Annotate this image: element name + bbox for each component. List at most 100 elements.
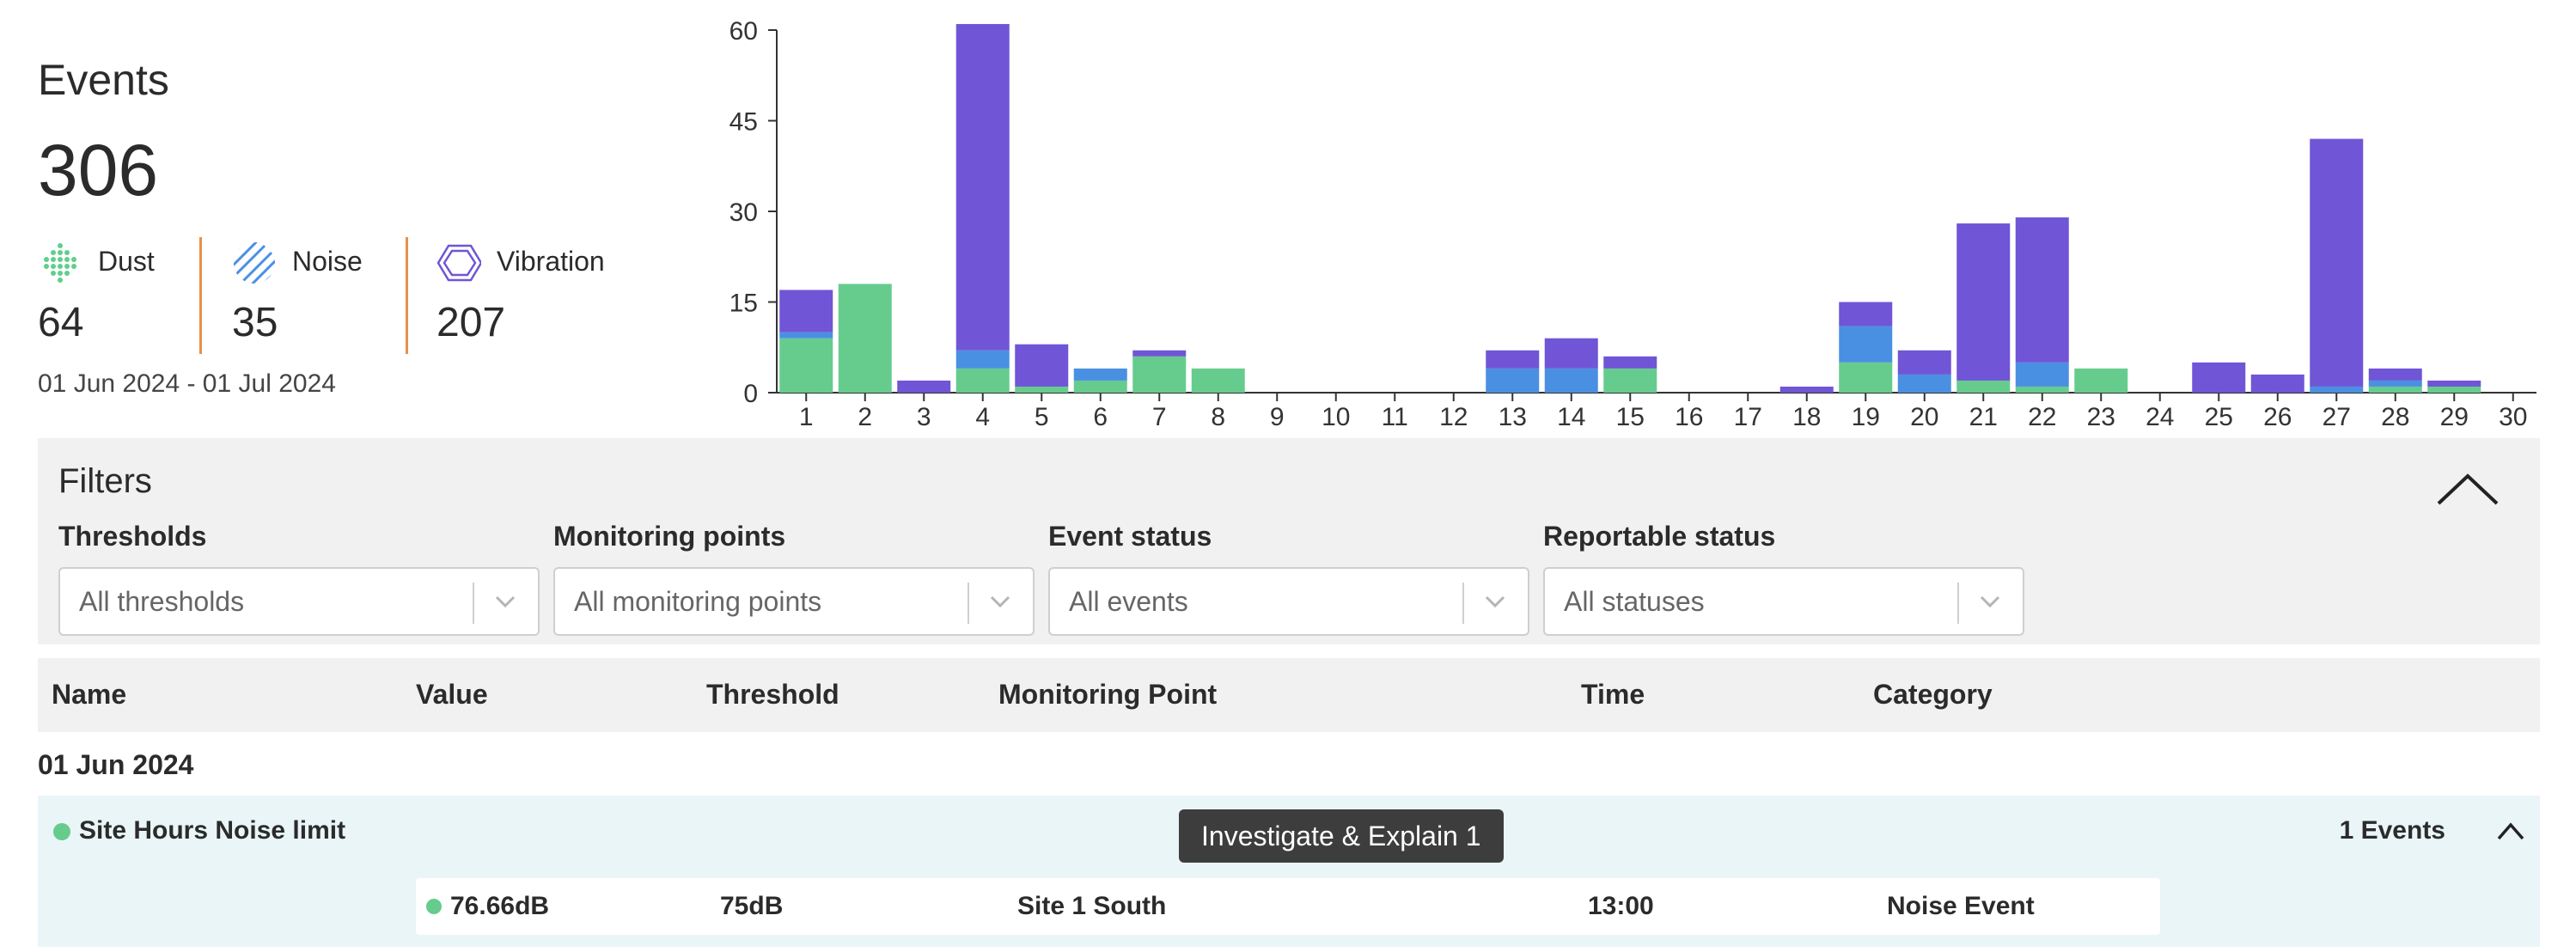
y-tick-label: 0 <box>743 380 758 408</box>
select-value: All events <box>1069 586 1188 617</box>
bar-segment-vibration[interactable] <box>1839 302 1893 326</box>
category-noise: Noise 35 <box>232 237 404 357</box>
bar-segment-dust[interactable] <box>2015 386 2069 393</box>
bar-segment-vibration[interactable] <box>2250 374 2304 393</box>
filters-panel: Filters Thresholds All thresholds Monito… <box>38 438 2540 644</box>
bar-segment-noise[interactable] <box>1897 374 1951 393</box>
bar-segment-vibration[interactable] <box>2310 138 2364 387</box>
select-separator <box>1462 583 1464 624</box>
x-tick-label: 4 <box>975 403 990 430</box>
bar-segment-vibration[interactable] <box>2015 217 2069 363</box>
bar-segment-dust[interactable] <box>1956 380 2011 393</box>
bar-segment-vibration[interactable] <box>1956 223 2011 381</box>
event-value: 76.66dB <box>450 892 550 920</box>
chevron-down-icon[interactable] <box>1976 588 2004 615</box>
event-name: Site Hours Noise limit <box>79 816 346 845</box>
column-header-time[interactable]: Time <box>1581 679 1645 710</box>
x-tick-label: 26 <box>2263 403 2292 430</box>
column-header-value[interactable]: Value <box>416 679 488 710</box>
bar-segment-dust[interactable] <box>1132 356 1187 393</box>
bar-segment-noise[interactable] <box>1839 326 1893 363</box>
chevron-down-icon[interactable] <box>986 588 1014 615</box>
bar-segment-noise[interactable] <box>2310 386 2364 393</box>
column-header-monitoring-point[interactable]: Monitoring Point <box>998 679 1218 710</box>
bar-segment-vibration[interactable] <box>1486 350 1540 369</box>
noise-label: Noise <box>292 246 363 277</box>
dust-dots-icon <box>44 243 76 283</box>
events-count: 1 Events <box>2339 816 2445 845</box>
x-tick-label: 1 <box>799 403 814 430</box>
chevron-up-icon[interactable] <box>2433 467 2502 510</box>
bar-segment-dust[interactable] <box>955 368 1010 393</box>
filter-label: Monitoring points <box>553 521 786 552</box>
dust-count: 64 <box>38 300 84 345</box>
filter-label: Thresholds <box>58 521 207 552</box>
bar-segment-dust[interactable] <box>1191 368 1245 393</box>
bar-segment-dust[interactable] <box>1073 380 1127 393</box>
bar-segment-vibration[interactable] <box>1544 338 1598 369</box>
bar-segment-vibration[interactable] <box>897 380 951 393</box>
x-tick-label: 12 <box>1439 403 1468 430</box>
bar-segment-vibration[interactable] <box>955 23 1010 351</box>
select-value: All monitoring points <box>574 586 822 617</box>
y-tick-label: 60 <box>729 17 758 46</box>
investigate-tooltip: Investigate & Explain 1 <box>1179 809 1504 863</box>
column-header-threshold[interactable]: Threshold <box>706 679 839 710</box>
bar-segment-noise[interactable] <box>2368 380 2422 387</box>
bar-segment-dust[interactable] <box>838 284 892 393</box>
bar-segment-noise[interactable] <box>955 350 1010 369</box>
x-tick-label: 11 <box>1382 403 1408 430</box>
date-range: 01 Jun 2024 - 01 Jul 2024 <box>38 369 336 398</box>
bar-segment-vibration[interactable] <box>2192 362 2246 393</box>
status-dot <box>426 899 442 914</box>
bar-segment-vibration[interactable] <box>1603 356 1657 369</box>
chevron-up-icon[interactable] <box>2494 815 2528 849</box>
x-tick-label: 23 <box>2087 403 2115 430</box>
bar-segment-vibration[interactable] <box>1132 350 1187 357</box>
vibration-hexagon-icon <box>436 244 481 282</box>
x-tick-label: 19 <box>1852 403 1880 430</box>
x-tick-label: 28 <box>2381 403 2409 430</box>
bar-segment-vibration[interactable] <box>1015 344 1069 387</box>
x-tick-label: 10 <box>1322 403 1350 430</box>
bar-segment-dust[interactable] <box>1603 368 1657 393</box>
chevron-down-icon[interactable] <box>1481 588 1509 615</box>
column-header-name[interactable]: Name <box>52 679 127 710</box>
x-tick-label: 16 <box>1675 403 1703 430</box>
category-dust: Dust 64 <box>38 237 192 357</box>
x-tick-label: 27 <box>2323 403 2351 430</box>
bar-segment-dust[interactable] <box>2074 368 2128 393</box>
bar-segment-vibration[interactable] <box>779 290 833 333</box>
bar-segment-vibration[interactable] <box>1779 386 1834 393</box>
thresholds-select[interactable]: All thresholds <box>58 567 540 636</box>
column-header-category[interactable]: Category <box>1873 679 1993 710</box>
select-value: All statuses <box>1564 586 1705 617</box>
bar-segment-dust[interactable] <box>2368 386 2422 393</box>
filter-monitoring-points: Monitoring points All monitoring points <box>553 521 1035 636</box>
bar-segment-noise[interactable] <box>2015 362 2069 387</box>
bar-segment-dust[interactable] <box>1015 386 1069 393</box>
vibration-count: 207 <box>436 300 506 345</box>
bar-segment-vibration[interactable] <box>2427 380 2481 387</box>
reportable-status-select[interactable]: All statuses <box>1543 567 2024 636</box>
event-group-row[interactable]: Site Hours Noise limit Investigate & Exp… <box>38 796 2540 947</box>
dust-label: Dust <box>98 246 155 277</box>
x-tick-label: 18 <box>1792 403 1821 430</box>
x-tick-label: 21 <box>1969 403 1998 430</box>
vibration-label: Vibration <box>497 246 605 277</box>
chevron-down-icon[interactable] <box>491 588 519 615</box>
bar-segment-dust[interactable] <box>779 338 833 393</box>
x-tick-label: 25 <box>2205 403 2233 430</box>
event-status-select[interactable]: All events <box>1048 567 1529 636</box>
bar-segment-noise[interactable] <box>1486 368 1540 393</box>
bar-segment-vibration[interactable] <box>2368 368 2422 381</box>
bar-segment-noise[interactable] <box>1544 368 1598 393</box>
bar-segment-dust[interactable] <box>2427 386 2481 393</box>
event-detail-row[interactable]: 76.66dB 75dB Site 1 South 13:00 Noise Ev… <box>416 878 2160 935</box>
bar-segment-vibration[interactable] <box>1897 350 1951 375</box>
bar-segment-noise[interactable] <box>779 332 833 339</box>
monitoring-points-select[interactable]: All monitoring points <box>553 567 1035 636</box>
events-bar-chart: 0 15 30 45 60 1 2 3 4 5 6 7 8 9 10 11 12 13 14 15 16 17 18 19 20… <box>670 17 2543 430</box>
bar-segment-noise[interactable] <box>1073 368 1127 381</box>
bar-segment-dust[interactable] <box>1839 362 1893 393</box>
